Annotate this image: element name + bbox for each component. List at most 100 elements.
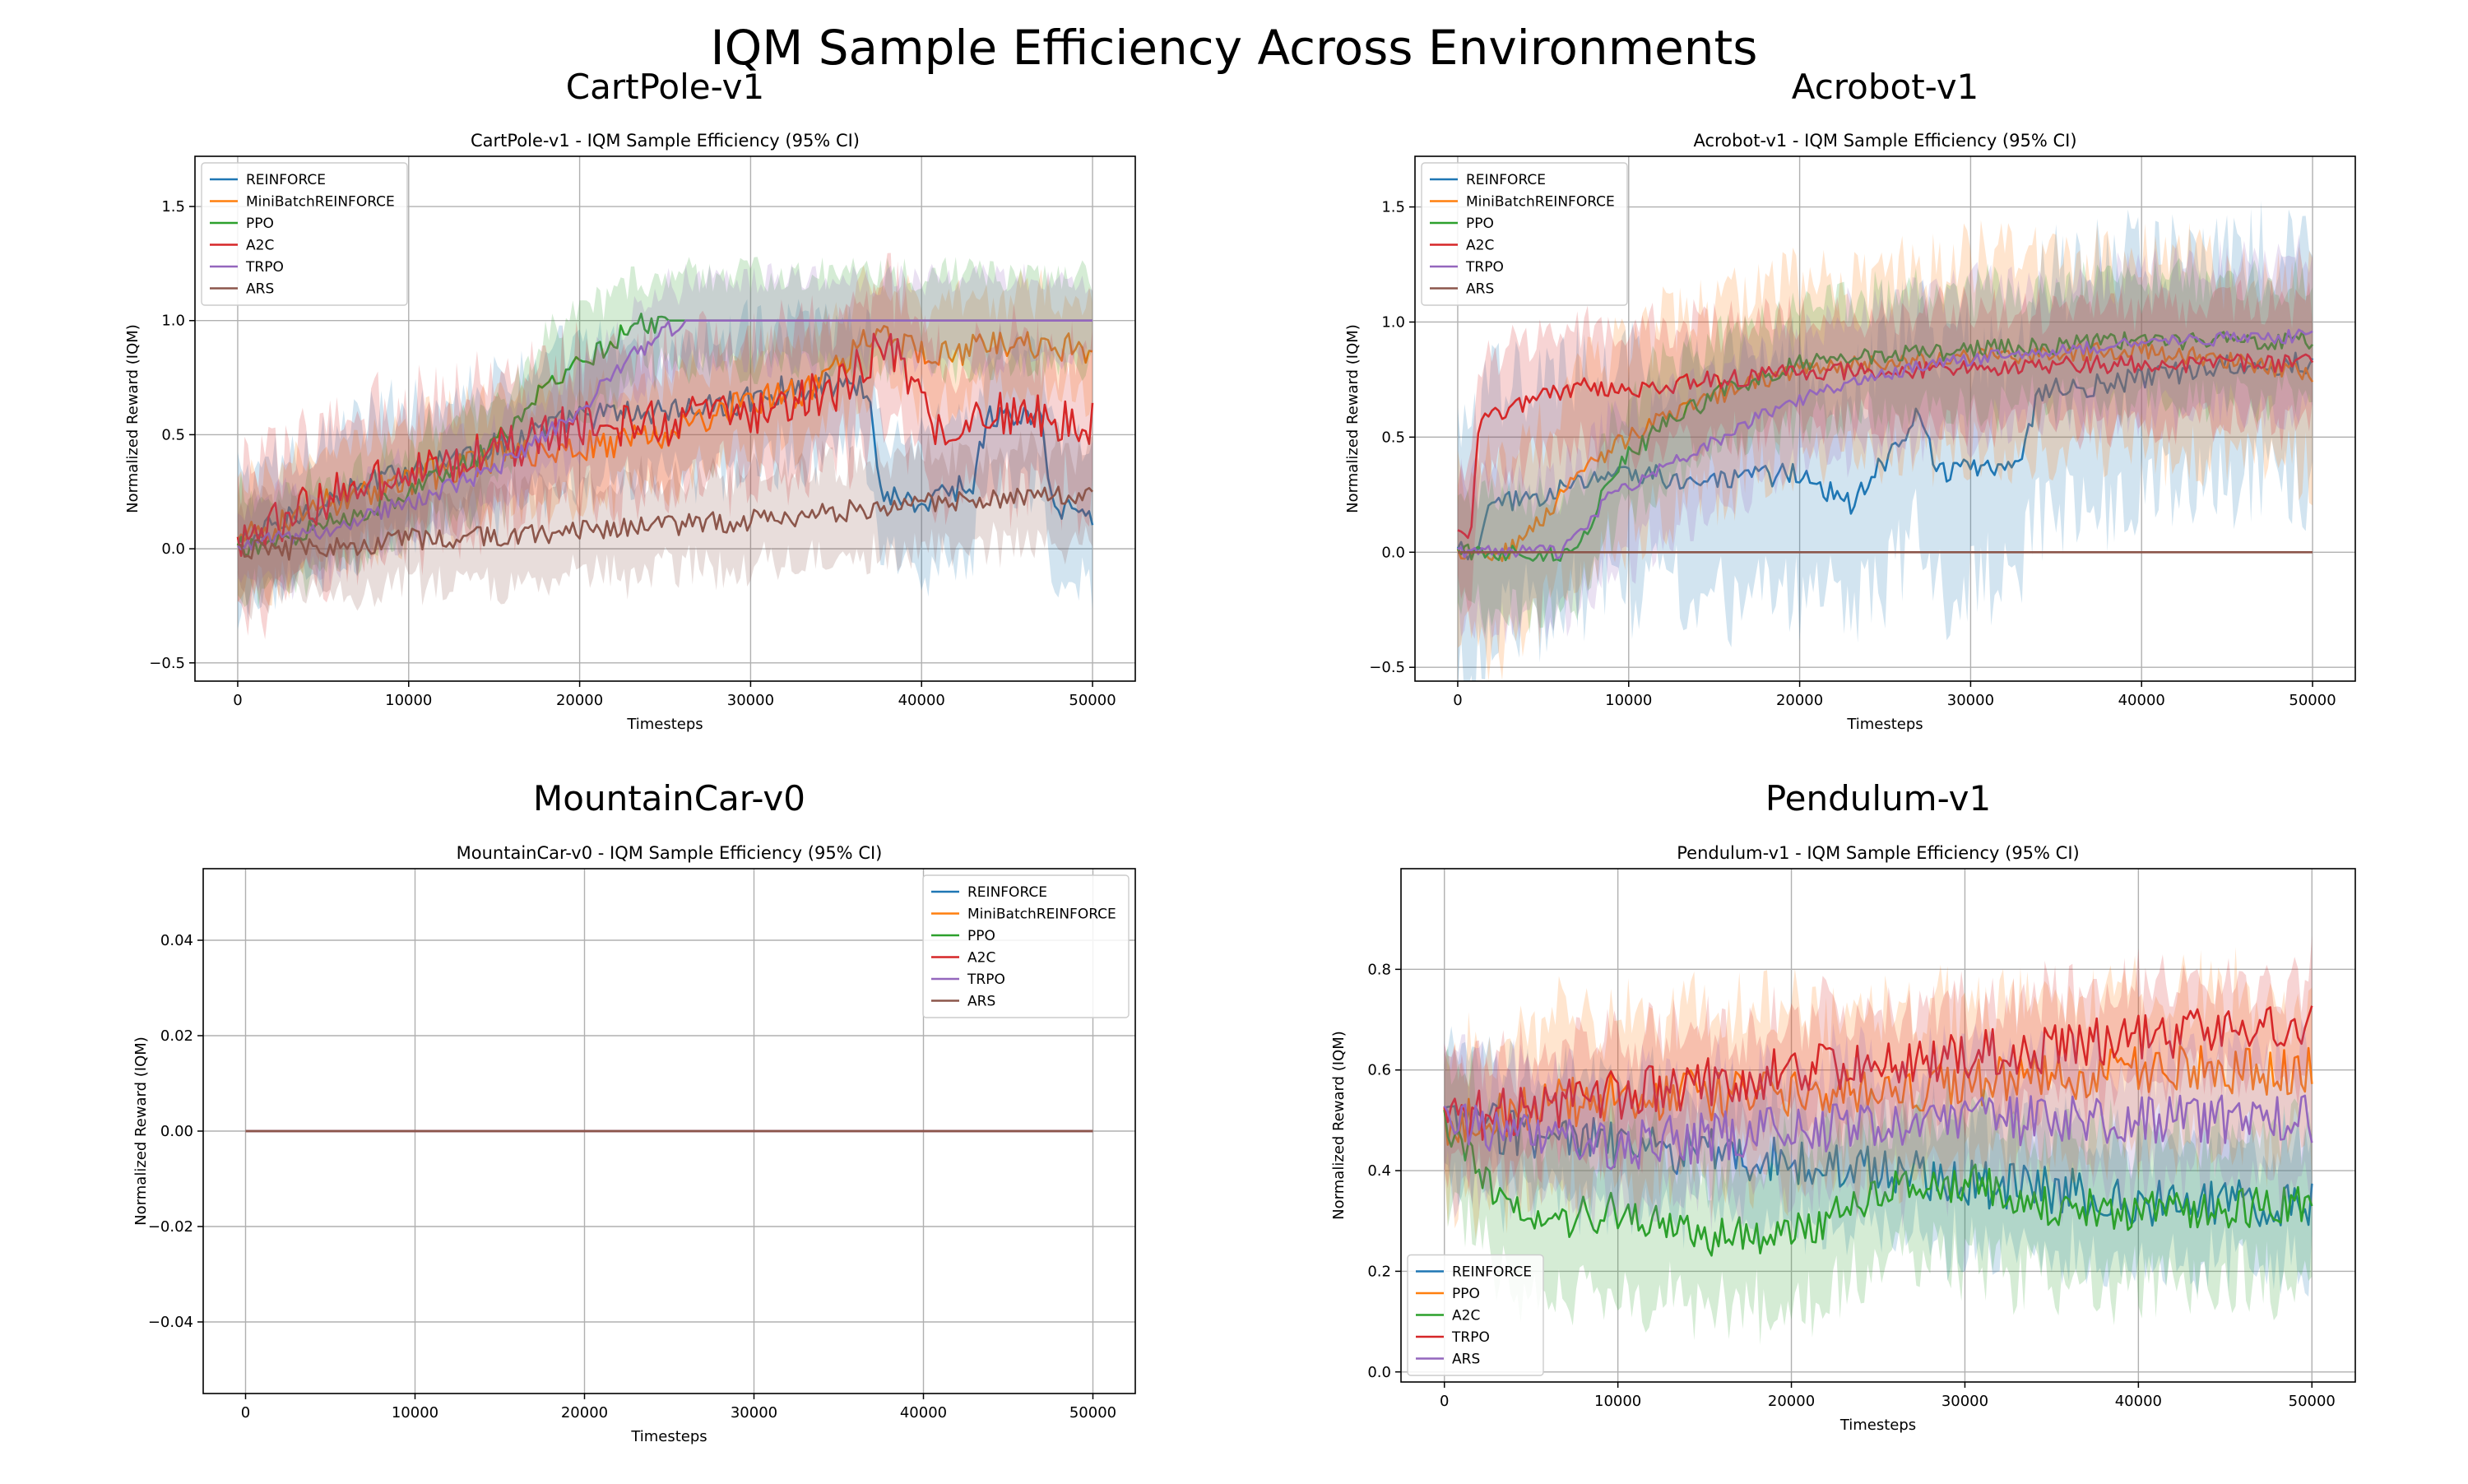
x-tick-label: 30000 [727, 692, 774, 709]
plot-area [1456, 201, 2314, 681]
y-axis-label: Normalized Reward (IQM) [124, 324, 141, 513]
y-tick-label: 1.0 [161, 313, 185, 330]
ci-band-trpo [1444, 935, 2313, 1196]
figure-suptitle: IQM Sample Efficiency Across Environment… [711, 20, 1758, 76]
env-title: Pendulum-v1 [1765, 778, 1991, 819]
y-tick-label: 0.6 [1367, 1062, 1391, 1079]
y-tick-label: −0.5 [149, 655, 185, 672]
x-axis-label: Timesteps [626, 716, 703, 733]
ci-band-a2c [237, 253, 1093, 640]
ci-band-trpo [237, 262, 1093, 601]
legend-label: A2C [1466, 238, 1494, 254]
env-title: CartPole-v1 [566, 67, 764, 107]
legend: REINFORCE MiniBatchREINFORCE PPO A2C TRPO ARS [201, 162, 408, 306]
legend-label: A2C [1452, 1308, 1480, 1324]
y-tick-label: 0.0 [161, 540, 185, 558]
chart-title: Pendulum-v1 - IQM Sample Efficiency (95%… [1677, 843, 2079, 863]
legend: REINFORCE MiniBatchREINFORCE PPO A2C TRPO ARS [922, 874, 1130, 1018]
chart-3: Pendulum-v1 Pendulum-v1 - IQM Sample Effi… [1330, 778, 2356, 1434]
x-tick-label: 20000 [561, 1404, 608, 1421]
y-axis-label: Normalized Reward (IQM) [132, 1036, 150, 1226]
y-tick-label: 0.0 [1381, 544, 1405, 561]
x-tick-label: 40000 [2115, 1393, 2162, 1410]
y-tick-label: 0.5 [161, 426, 185, 443]
y-tick-label: −0.5 [1369, 659, 1405, 676]
y-tick-label: 0.8 [1367, 961, 1391, 978]
legend-box [1421, 162, 1628, 306]
legend-label: REINFORCE [246, 172, 326, 188]
y-tick-label: −0.02 [148, 1218, 193, 1236]
x-tick-label: 0 [1440, 1393, 1449, 1410]
series-line-ars [1443, 1094, 2313, 1171]
y-tick-label: 0.4 [1367, 1162, 1391, 1180]
legend-label: TRPO [245, 259, 284, 276]
y-tick-label: 1.5 [161, 198, 185, 216]
x-tick-label: 50000 [1069, 1404, 1116, 1421]
axes-frame [202, 868, 1136, 1394]
x-tick-label: 10000 [392, 1404, 438, 1421]
legend-label: ARS [246, 281, 274, 298]
x-tick-label: 20000 [556, 692, 603, 709]
legend-box [922, 874, 1130, 1018]
ci-band-reinforce [1457, 201, 2313, 681]
env-title: MountainCar-v0 [533, 778, 805, 819]
series-line-trpo [1457, 328, 2313, 559]
x-axis-label: Timesteps [630, 1428, 707, 1445]
plot-area [1443, 935, 2313, 1345]
chart-0: CartPole-v1 CartPole-v1 - IQM Sample Effi… [124, 67, 1136, 733]
ci-band-a2c [1444, 1046, 2313, 1345]
legend-label: TRPO [1465, 259, 1504, 276]
y-tick-label: −0.04 [148, 1314, 193, 1331]
axes-frame [1400, 868, 2356, 1383]
ci-band-ppo [1444, 947, 2313, 1240]
chart-title: Acrobot-v1 - IQM Sample Efficiency (95% … [1693, 131, 2076, 151]
legend-label: ARS [1466, 281, 1494, 298]
y-tick-label: 0.2 [1367, 1263, 1391, 1280]
legend-label: PPO [967, 928, 995, 944]
plot-area [236, 253, 1094, 640]
y-tick-label: 1.0 [1381, 313, 1405, 331]
chart-2: MountainCar-v0 MountainCar-v0 - IQM Sampl… [132, 778, 1136, 1445]
x-tick-label: 20000 [1776, 692, 1823, 709]
series-line-a2c [236, 332, 1094, 557]
y-axis-label: Normalized Reward (IQM) [1344, 324, 1362, 513]
ci-band-minibatchreinforce [1457, 220, 2313, 681]
legend-label: REINFORCE [967, 884, 1047, 901]
x-tick-label: 50000 [2289, 692, 2336, 709]
legend-box [1407, 1254, 1544, 1376]
ci-band-ars [237, 424, 1093, 620]
ci-band-trpo [1457, 234, 2313, 645]
y-tick-label: 0.0 [1367, 1364, 1391, 1381]
x-tick-label: 30000 [1941, 1393, 1988, 1410]
legend-label: MiniBatchREINFORCE [246, 194, 395, 211]
series-line-reinforce [1444, 1102, 2313, 1227]
x-tick-label: 50000 [2289, 1393, 2336, 1410]
x-tick-label: 40000 [2118, 692, 2165, 709]
legend-label: REINFORCE [1452, 1264, 1532, 1281]
x-tick-label: 20000 [1768, 1393, 1815, 1410]
legend-box [201, 162, 408, 306]
x-tick-label: 0 [1453, 692, 1462, 709]
legend-label: ARS [967, 994, 995, 1010]
series-line-trpo [1443, 1005, 2313, 1143]
legend-label: REINFORCE [1466, 172, 1546, 188]
env-title: Acrobot-v1 [1792, 67, 1979, 107]
x-tick-label: 0 [241, 1404, 250, 1421]
legend-label: A2C [967, 950, 995, 967]
series-line-minibatchreinforce [1456, 340, 2314, 563]
ci-band-reinforce [237, 299, 1093, 630]
y-axis-label: Normalized Reward (IQM) [1330, 1031, 1348, 1220]
x-axis-label: Timesteps [1846, 716, 1923, 733]
legend: REINFORCE MiniBatchREINFORCE PPO A2C TRPO ARS [1421, 162, 1628, 306]
axes-frame [1414, 155, 2356, 682]
legend: REINFORCE PPO A2C TRPO ARS [1407, 1254, 1544, 1376]
x-tick-label: 50000 [1069, 692, 1116, 709]
legend-label: PPO [1452, 1286, 1480, 1302]
axes-frame [194, 155, 1136, 682]
series-line-trpo [237, 319, 1093, 551]
y-tick-label: 0.04 [160, 932, 193, 949]
legend-label: A2C [246, 238, 274, 254]
x-tick-label: 40000 [900, 1404, 947, 1421]
legend-label: TRPO [1451, 1329, 1490, 1346]
